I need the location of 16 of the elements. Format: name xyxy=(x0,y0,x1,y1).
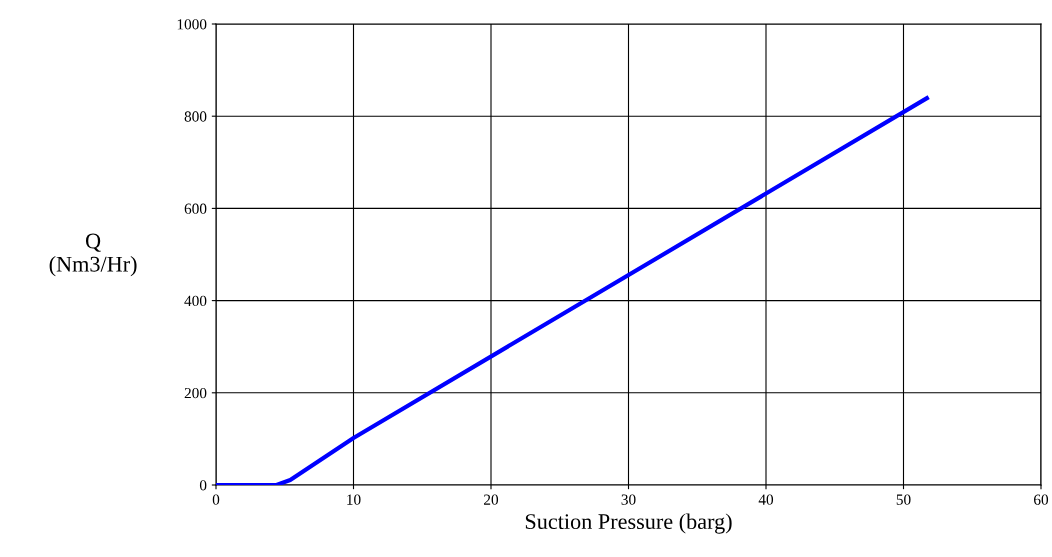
x-axis-title: Suction Pressure (barg) xyxy=(525,513,732,534)
x-tick-label: 10 xyxy=(347,494,361,505)
y-tick-label: 400 xyxy=(184,295,207,307)
x-tick-label: 20 xyxy=(484,494,499,505)
y-tick-label: 800 xyxy=(184,111,207,122)
x-tick-label: 30 xyxy=(621,494,636,505)
x-tick-label: 0 xyxy=(212,494,220,505)
y-tick-label: 600 xyxy=(184,203,207,214)
x-tick-label: 60 xyxy=(1034,494,1049,505)
y-tick-label: 0 xyxy=(199,480,207,491)
y-tick-label: 200 xyxy=(184,387,207,399)
y-tick-label: 1000 xyxy=(177,19,207,30)
y-axis-title: Q (Nm3/Hr) xyxy=(49,233,137,277)
line-series xyxy=(216,96,929,485)
x-tick-label: 50 xyxy=(896,494,911,505)
x-tick-label: 40 xyxy=(758,494,774,505)
